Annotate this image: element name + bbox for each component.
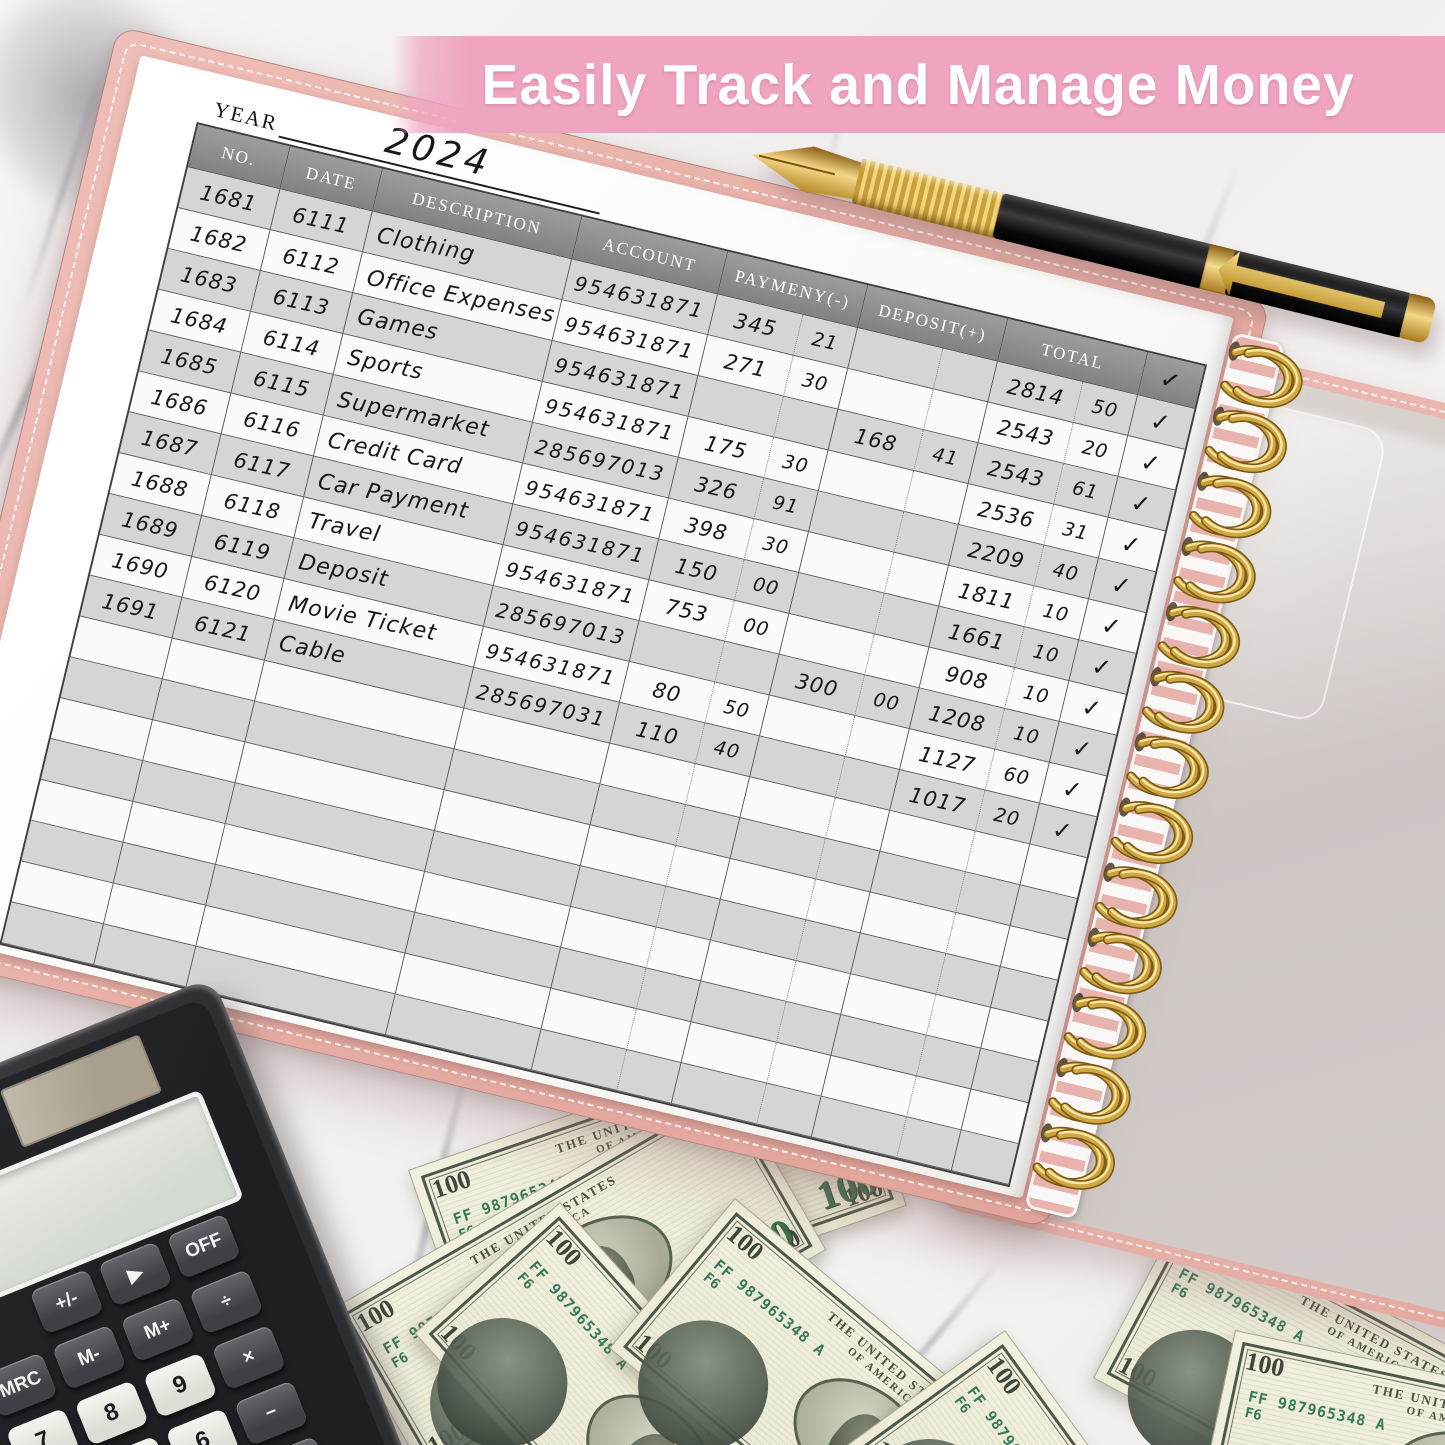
spiral-rings	[1007, 333, 1326, 1244]
spiral-ring	[1032, 1123, 1115, 1190]
spiral-ring	[1048, 1058, 1131, 1125]
spiral-ring	[1173, 536, 1256, 604]
spiral-ring	[1204, 406, 1287, 474]
headline-text: Easily Track and Manage Money	[481, 52, 1356, 117]
spiral-ring	[1063, 992, 1147, 1060]
spiral-ring	[1126, 732, 1209, 799]
spiral-ring	[1141, 667, 1225, 734]
spiral-ring	[1094, 862, 1178, 930]
spiral-ring	[1220, 341, 1303, 408]
bill-series: F6	[1243, 1405, 1264, 1425]
spiral-ring	[1188, 471, 1272, 539]
notebook-cover: YEAR 2024 NO. DATE DESCRIPTION ACCOUNT P…	[0, 26, 1303, 1229]
spiral-ring	[1079, 927, 1162, 995]
headline-banner: Easily Track and Manage Money	[392, 36, 1445, 133]
spiral-ring	[1157, 602, 1240, 669]
spiral-ring	[1110, 797, 1194, 865]
